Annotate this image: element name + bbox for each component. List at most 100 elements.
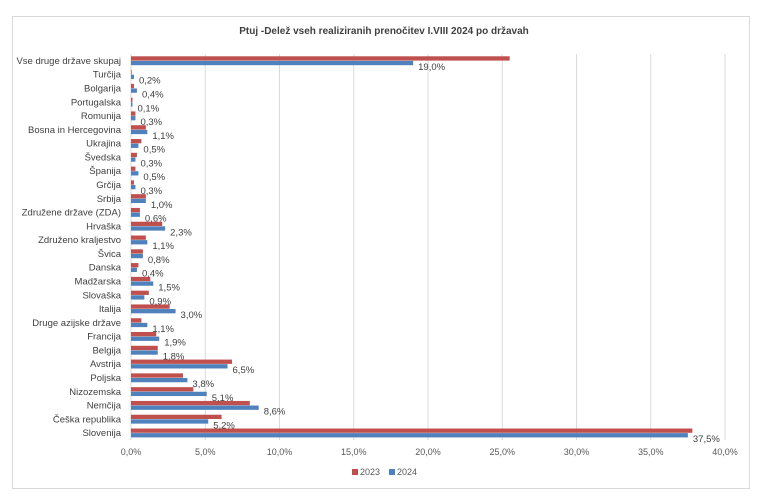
bar-2023-8 <box>131 166 136 171</box>
bar-2024-17 <box>131 295 145 300</box>
bar-2024-3 <box>131 102 133 107</box>
x-tick-label: 5,0% <box>195 447 216 457</box>
x-tick-label: 20,0% <box>415 447 441 457</box>
x-tick-labels: 0,0% 5,0% 10,0% 15,0% 20,0% 25,0% 30,0% 35,0% 40… <box>121 447 738 457</box>
category-label: Vse druge države skupaj <box>16 56 121 67</box>
data-label: 37,5% <box>693 434 720 445</box>
bar-2024-18 <box>131 309 176 314</box>
bar-2024-6 <box>131 143 139 148</box>
category-label: Belgija <box>92 345 121 356</box>
x-tick-label: 15,0% <box>341 447 367 457</box>
bar-2023-21 <box>131 345 158 351</box>
bar-2023-0 <box>131 56 510 61</box>
category-label: Španija <box>89 166 121 177</box>
data-label: 5,2% <box>213 420 235 431</box>
category-label: Nemčija <box>87 401 122 412</box>
bar-2024-7 <box>131 157 136 162</box>
category-label: Madžarska <box>75 276 122 287</box>
data-label: 0,4% <box>142 89 164 100</box>
data-label: 0,5% <box>143 145 165 156</box>
bar-2024-9 <box>131 184 136 190</box>
bar-2024-27 <box>131 433 688 438</box>
bar-2023-27 <box>131 428 693 433</box>
bar-2024-11 <box>131 212 140 217</box>
category-labels: Vse druge države skupaj Turčija Bolgarija P… <box>16 56 121 439</box>
x-tick-label: 25,0% <box>489 447 515 457</box>
data-label: 0,3% <box>140 158 162 169</box>
bar-2023-10 <box>131 194 146 199</box>
gridlines <box>130 54 726 440</box>
category-label: Švica <box>98 249 122 260</box>
bar-2023-19 <box>131 318 142 323</box>
data-label: 0,3% <box>140 186 162 197</box>
data-label: 0,6% <box>145 214 167 225</box>
bar-2023-15 <box>131 263 139 268</box>
category-label: Ukrajina <box>86 139 122 150</box>
bar-2023-5 <box>131 125 146 130</box>
data-labels: 19,0% 0,2% 0,4% 0,1% 0,3% 1,1% 0,5% 0,3% 0,5% 0,3… <box>137 62 720 445</box>
bar-2023-25 <box>131 400 250 406</box>
category-label: Poljska <box>90 373 121 384</box>
bar-2023-6 <box>131 139 142 144</box>
bar-2024-10 <box>131 198 146 204</box>
bar-2024-19 <box>131 322 148 328</box>
bar-2023-16 <box>131 276 151 282</box>
bar-2024-23 <box>131 377 188 383</box>
data-label: 0,1% <box>137 103 159 114</box>
bar-2023-18 <box>131 304 170 309</box>
category-label: Portugalska <box>71 97 122 108</box>
data-label: 1,5% <box>158 282 180 293</box>
bar-2024-4 <box>131 116 136 121</box>
bar-2023-3 <box>131 97 133 102</box>
category-label: Avstrija <box>90 359 122 370</box>
bar-2023-1 <box>131 70 132 75</box>
bar-2024-20 <box>131 336 160 341</box>
bar-2024-13 <box>131 240 148 245</box>
bar-2023-4 <box>131 111 136 116</box>
category-label: Romunija <box>81 111 122 122</box>
bar-2024-21 <box>131 350 158 355</box>
legend: 2023 2024 <box>352 467 417 477</box>
data-label: 1,1% <box>152 241 174 252</box>
category-label: Bosna in Hercegovina <box>28 125 122 136</box>
bar-2023-11 <box>131 207 140 213</box>
category-label: Slovaška <box>82 290 121 301</box>
data-label: 3,0% <box>181 310 203 321</box>
data-label: 3,8% <box>192 379 214 390</box>
bar-2024-5 <box>131 129 148 135</box>
data-label: 1,0% <box>151 200 173 211</box>
legend-label: 2023 <box>360 467 380 477</box>
category-label: Turčija <box>93 70 122 81</box>
data-label: 1,9% <box>164 338 186 349</box>
data-label: 8,6% <box>264 407 286 418</box>
x-tick-label: 40,0% <box>712 447 738 457</box>
bar-2023-22 <box>131 359 232 364</box>
bar-2024-2 <box>131 88 137 93</box>
bar-2023-7 <box>131 152 137 158</box>
data-label: 2,3% <box>170 227 192 238</box>
bar-2024-14 <box>131 253 143 259</box>
category-label: Danska <box>89 263 122 274</box>
data-label: 0,4% <box>142 269 164 280</box>
category-label: Srbija <box>97 194 122 205</box>
bar-2024-22 <box>131 364 228 369</box>
data-label: 1,8% <box>163 351 185 362</box>
x-tick-label: 10,0% <box>267 447 293 457</box>
data-label: 0,2% <box>139 76 161 87</box>
legend-swatch-2024 <box>389 469 395 475</box>
category-label: Francija <box>87 332 122 343</box>
bar-2024-16 <box>131 281 154 286</box>
data-label: 6,5% <box>233 365 255 376</box>
bar-2023-13 <box>131 235 146 240</box>
x-tick-label: 0,0% <box>121 447 142 457</box>
bar-2023-26 <box>131 414 222 420</box>
bar-2023-20 <box>131 332 157 337</box>
bar-2024-1 <box>131 74 134 79</box>
bar-2023-12 <box>131 221 163 227</box>
bar-2024-24 <box>131 391 207 397</box>
bar-2023-23 <box>131 373 183 378</box>
data-label: 19,0% <box>418 62 445 73</box>
bar-2023-17 <box>131 290 149 295</box>
category-label: Češka republika <box>53 414 122 425</box>
